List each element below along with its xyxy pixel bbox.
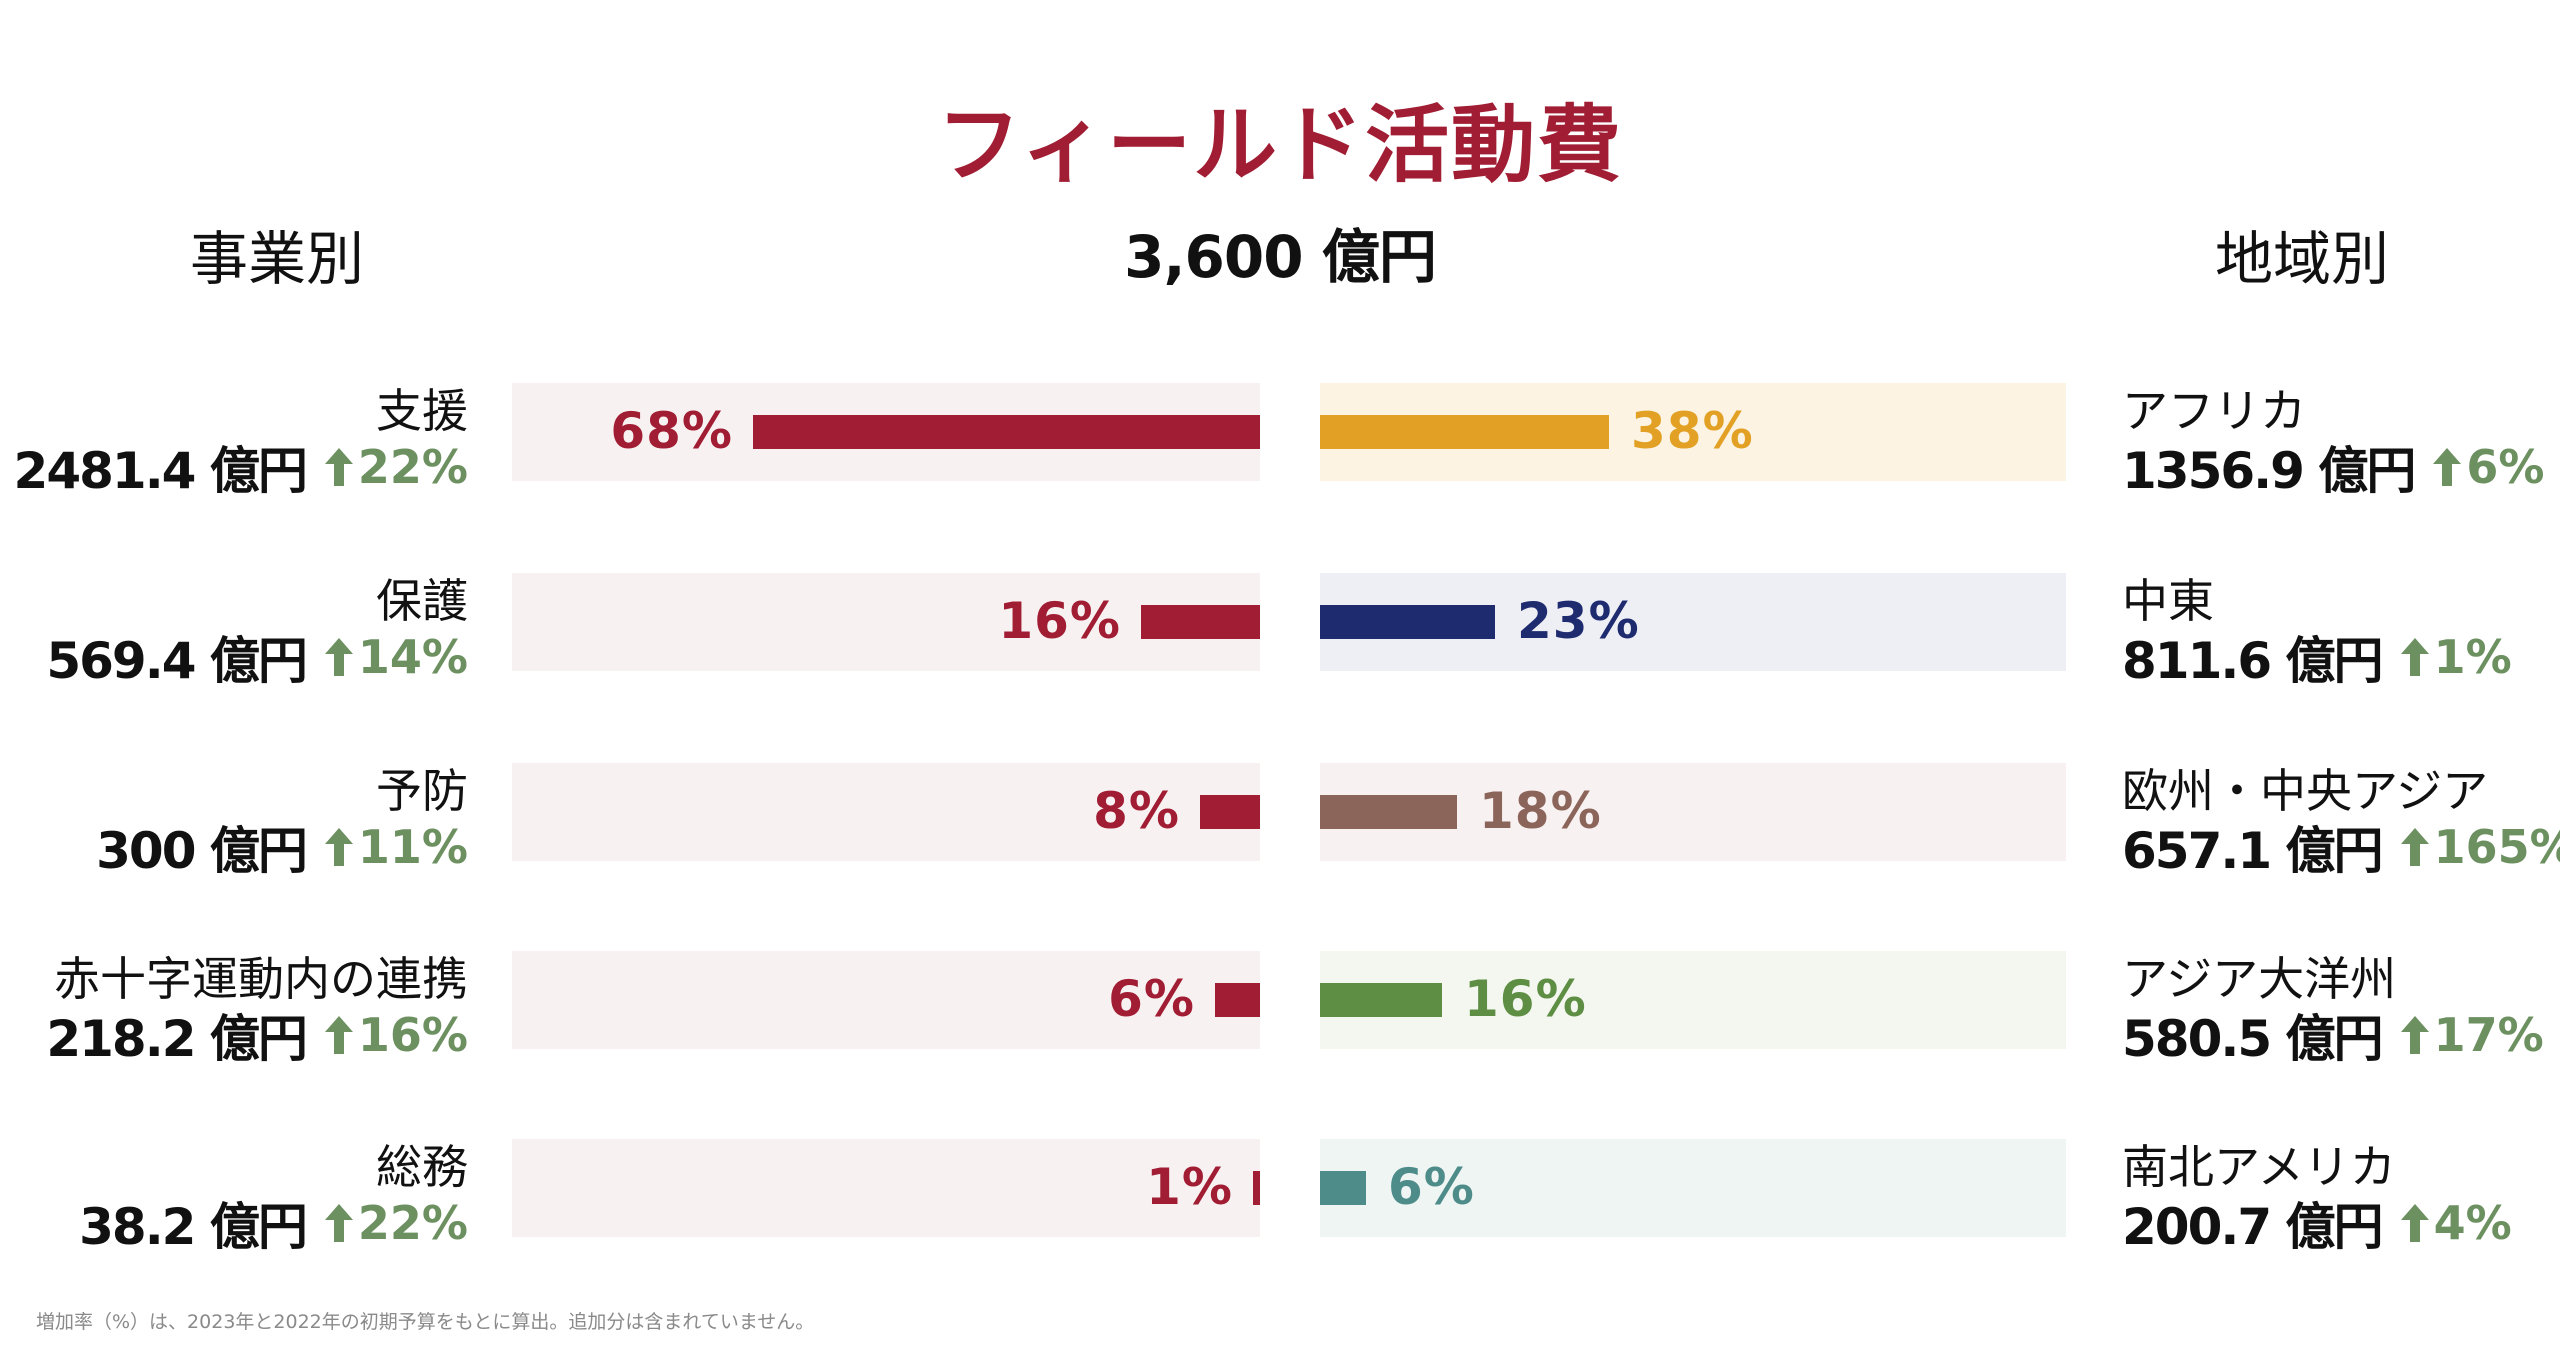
growth-value: 6% bbox=[2466, 440, 2545, 494]
left-amount: 38.2 億円 bbox=[79, 1198, 308, 1256]
left-section-header: 事業別 bbox=[190, 225, 365, 293]
growth-value: 17% bbox=[2433, 1008, 2544, 1062]
left-bar-pct-label: 68% bbox=[610, 402, 733, 460]
left-amount: 2481.4 億円 bbox=[13, 442, 308, 500]
right-amount-row: 1356.9 億円 6% bbox=[2122, 431, 2544, 503]
right-bar-pct-label: 23% bbox=[1517, 592, 1640, 650]
left-bar bbox=[1215, 983, 1260, 1017]
left-bar bbox=[1200, 795, 1260, 829]
growth-rate: 1% bbox=[2400, 630, 2512, 684]
growth-rate: 11% bbox=[324, 820, 468, 874]
left-bar bbox=[1141, 605, 1260, 639]
right-category-label: アジア大洋州 bbox=[2122, 952, 2397, 1006]
right-category-label: 南北アメリカ bbox=[2122, 1140, 2396, 1194]
growth-rate: 22% bbox=[324, 440, 468, 494]
right-bar bbox=[1320, 795, 1457, 829]
up-arrow-icon bbox=[324, 828, 353, 866]
left-bar-pct-label: 6% bbox=[1108, 970, 1195, 1028]
growth-value: 1% bbox=[2433, 630, 2512, 684]
right-category-label: 中東 bbox=[2122, 574, 2214, 628]
up-arrow-icon bbox=[324, 448, 353, 486]
left-amount: 300 億円 bbox=[96, 822, 308, 880]
right-amount: 200.7 億円 bbox=[2122, 1198, 2384, 1256]
right-amount: 580.5 億円 bbox=[2122, 1010, 2384, 1068]
right-row-band bbox=[1320, 1139, 2066, 1237]
left-category-label: 保護 bbox=[376, 574, 468, 628]
left-category-label: 総務 bbox=[376, 1140, 468, 1194]
right-category-label: 欧州・中央アジア bbox=[2122, 764, 2489, 818]
right-row-band bbox=[1320, 951, 2066, 1049]
left-row-band bbox=[512, 573, 1260, 671]
right-amount-row: 580.5 億円 17% bbox=[2122, 999, 2544, 1071]
left-bar bbox=[753, 415, 1260, 449]
right-bar bbox=[1320, 605, 1495, 639]
left-amount-row: 38.2 億円 22% bbox=[79, 1187, 468, 1259]
left-bar-pct-label: 16% bbox=[998, 592, 1121, 650]
up-arrow-icon bbox=[2400, 1204, 2429, 1242]
right-bar-pct-label: 18% bbox=[1479, 782, 1602, 840]
growth-value: 14% bbox=[357, 630, 468, 684]
up-arrow-icon bbox=[324, 638, 353, 676]
right-amount: 811.6 億円 bbox=[2122, 632, 2384, 690]
growth-value: 22% bbox=[357, 440, 468, 494]
right-amount: 1356.9 億円 bbox=[2122, 442, 2416, 500]
right-amount-row: 811.6 億円 1% bbox=[2122, 621, 2512, 693]
right-section-header: 地域別 bbox=[2215, 225, 2390, 293]
left-row-band bbox=[512, 763, 1260, 861]
growth-rate: 6% bbox=[2432, 440, 2544, 494]
growth-value: 4% bbox=[2433, 1196, 2512, 1250]
right-category-label: アフリカ bbox=[2122, 384, 2306, 438]
right-amount: 657.1 億円 bbox=[2122, 822, 2384, 880]
left-bar-pct-label: 1% bbox=[1146, 1158, 1233, 1216]
chart-title: フィールド活動費 bbox=[936, 96, 1624, 194]
growth-rate: 22% bbox=[324, 1196, 468, 1250]
left-amount: 218.2 億円 bbox=[46, 1010, 308, 1068]
growth-rate: 17% bbox=[2400, 1008, 2544, 1062]
left-row-band bbox=[512, 1139, 1260, 1237]
right-bar-pct-label: 38% bbox=[1631, 402, 1754, 460]
left-amount: 569.4 億円 bbox=[46, 632, 308, 690]
growth-rate: 16% bbox=[324, 1008, 468, 1062]
up-arrow-icon bbox=[2400, 1016, 2429, 1054]
right-bar bbox=[1320, 983, 1442, 1017]
growth-rate: 14% bbox=[324, 630, 468, 684]
total-amount: 3,600 億円 bbox=[1124, 223, 1437, 291]
left-category-label: 支援 bbox=[376, 384, 468, 438]
left-amount-row: 2481.4 億円 22% bbox=[14, 431, 468, 503]
growth-value: 11% bbox=[357, 820, 468, 874]
left-amount-row: 218.2 億円 16% bbox=[46, 999, 468, 1071]
footnote: 増加率（%）は、2023年と2022年の初期予算をもとに算出。追加分は含まれてい… bbox=[36, 1311, 815, 1333]
right-bar bbox=[1320, 1171, 1366, 1205]
growth-rate: 4% bbox=[2400, 1196, 2512, 1250]
left-category-label: 予防 bbox=[376, 764, 468, 818]
right-bar bbox=[1320, 415, 1609, 449]
up-arrow-icon bbox=[2400, 828, 2429, 866]
left-bar bbox=[1253, 1171, 1260, 1205]
up-arrow-icon bbox=[324, 1204, 353, 1242]
left-row-band bbox=[512, 951, 1260, 1049]
left-bar-pct-label: 8% bbox=[1093, 782, 1180, 840]
right-bar-pct-label: 6% bbox=[1388, 1158, 1475, 1216]
right-amount-row: 657.1 億円 165% bbox=[2122, 811, 2560, 883]
left-amount-row: 300 億円 11% bbox=[96, 811, 468, 883]
growth-value: 165% bbox=[2433, 820, 2560, 874]
growth-value: 16% bbox=[357, 1008, 468, 1062]
up-arrow-icon bbox=[2433, 448, 2462, 486]
growth-value: 22% bbox=[357, 1196, 468, 1250]
left-amount-row: 569.4 億円 14% bbox=[46, 621, 468, 693]
left-category-label: 赤十字運動内の連携 bbox=[54, 952, 468, 1006]
growth-rate: 165% bbox=[2400, 820, 2560, 874]
up-arrow-icon bbox=[2400, 638, 2429, 676]
right-bar-pct-label: 16% bbox=[1464, 970, 1587, 1028]
right-amount-row: 200.7 億円 4% bbox=[2122, 1187, 2512, 1259]
up-arrow-icon bbox=[324, 1016, 353, 1054]
